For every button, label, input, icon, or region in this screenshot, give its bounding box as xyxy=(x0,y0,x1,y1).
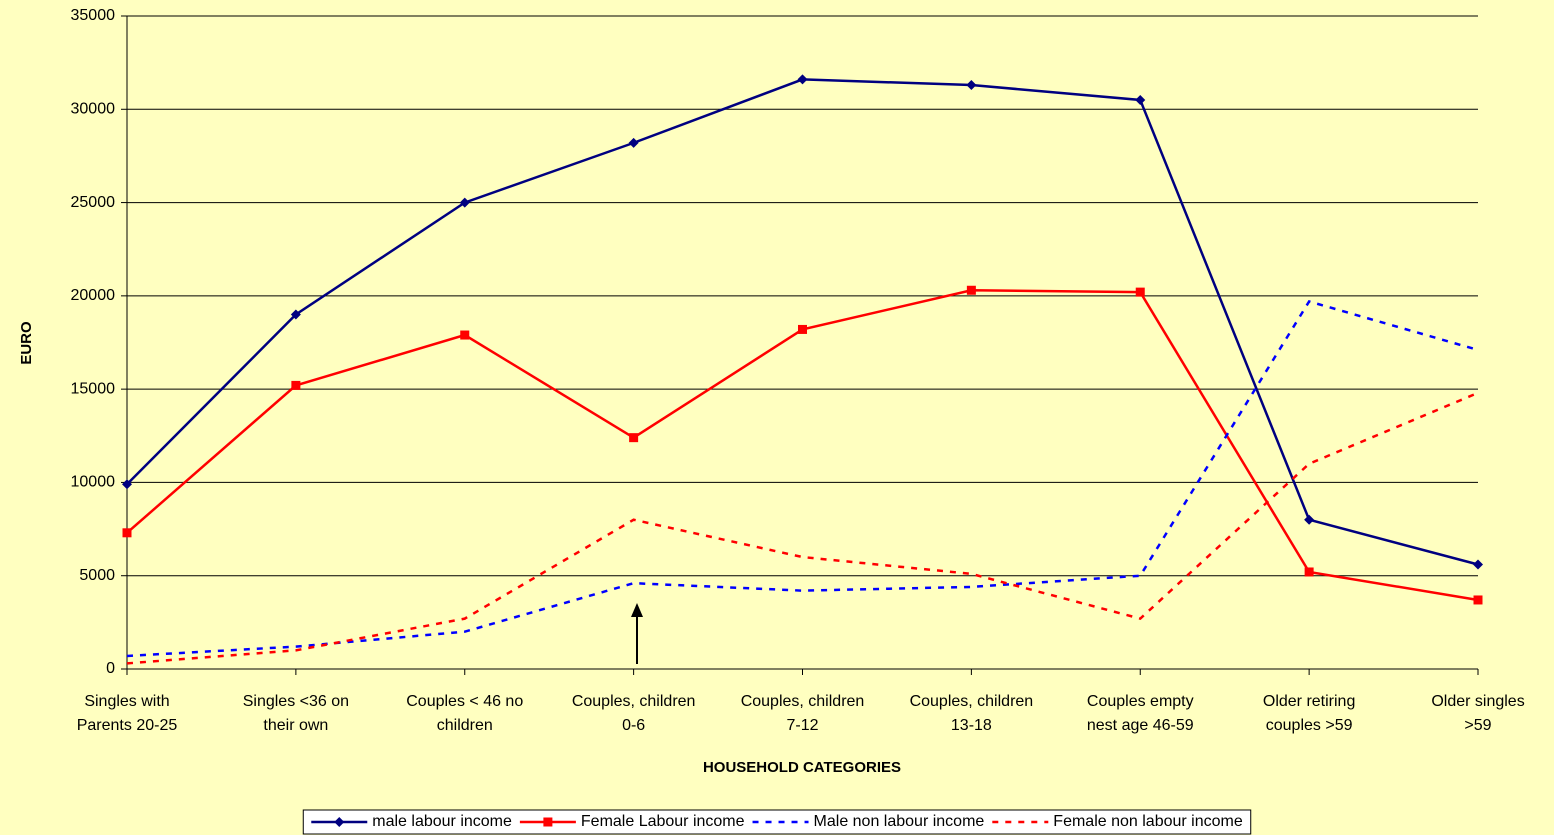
marker xyxy=(1135,287,1145,297)
marker xyxy=(1135,94,1146,105)
series-line xyxy=(126,299,1479,658)
y-tick-label: 20000 xyxy=(71,287,116,304)
x-tick-label: couples >59 xyxy=(1266,717,1353,734)
legend-swatch xyxy=(311,817,368,827)
marker xyxy=(798,324,807,334)
marker xyxy=(290,309,301,320)
x-tick-label: Couples empty xyxy=(1087,693,1194,710)
marker xyxy=(122,528,132,538)
x-tick-label: 0-6 xyxy=(622,717,645,734)
x-tick-label: Parents 20-25 xyxy=(77,717,178,734)
x-tick-label: their own xyxy=(263,717,328,734)
y-tick-label: 25000 xyxy=(71,194,116,211)
x-tick-label: Couples < 46 no xyxy=(406,693,523,710)
y-tick-label: 35000 xyxy=(71,7,116,24)
x-tick-label: nest age 46-59 xyxy=(1087,717,1194,734)
legend-marker xyxy=(543,817,553,827)
x-tick-label: >59 xyxy=(1464,717,1491,734)
legend-label: Male non labour income xyxy=(814,813,985,830)
marker xyxy=(628,137,639,148)
series-line xyxy=(126,78,1479,566)
marker xyxy=(629,433,639,443)
x-tick-label: Singles <36 on xyxy=(243,693,349,710)
x-tick-label: Couples, children xyxy=(910,693,1034,710)
y-tick-label: 5000 xyxy=(79,567,115,584)
marker xyxy=(966,80,977,91)
marker xyxy=(797,74,808,85)
legend-label: Female non labour income xyxy=(1053,813,1243,830)
series-line xyxy=(126,289,1479,602)
y-tick-label: 10000 xyxy=(71,474,116,491)
y-tick-label: 0 xyxy=(106,660,115,677)
marker xyxy=(1473,559,1483,570)
legend-marker xyxy=(334,817,345,827)
marker xyxy=(122,479,132,490)
marker xyxy=(291,380,301,390)
x-tick-label: children xyxy=(437,717,493,734)
marker xyxy=(966,285,976,295)
x-tick-label: Older retiring xyxy=(1263,693,1355,710)
y-axis-title: EURO xyxy=(18,321,35,365)
y-tick-label: 15000 xyxy=(71,380,116,397)
x-tick-label: Older singles xyxy=(1431,693,1524,710)
legend-swatch xyxy=(519,817,576,827)
legend: male labour income Female Labour income Ma… xyxy=(302,809,1252,835)
x-tick-label: Couples, children xyxy=(572,693,696,710)
x-tick-label: Singles with xyxy=(84,693,169,710)
x-tick-label: 13-18 xyxy=(951,717,992,734)
series-line xyxy=(126,391,1479,665)
marker xyxy=(1473,595,1483,605)
marker xyxy=(1304,567,1314,577)
x-tick-label: 7-12 xyxy=(786,717,818,734)
x-tick-label: Couples, children xyxy=(741,693,865,710)
legend-label: male labour income xyxy=(372,813,512,830)
marker xyxy=(1304,514,1315,525)
marker xyxy=(460,330,470,340)
x-axis-title: HOUSEHOLD CATEGORIES xyxy=(703,759,901,776)
y-tick-label: 30000 xyxy=(71,101,116,118)
legend-label: Female Labour income xyxy=(581,813,745,830)
arrow-annotation xyxy=(631,603,643,664)
legend-box xyxy=(302,809,1252,835)
marker xyxy=(459,197,470,208)
